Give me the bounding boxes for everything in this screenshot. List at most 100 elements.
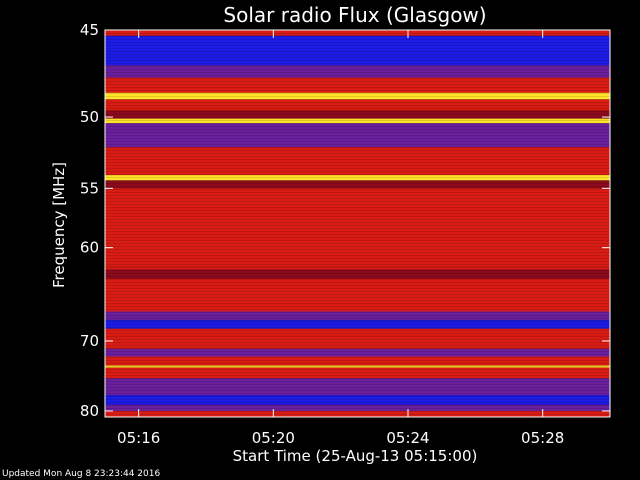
texture-line <box>105 45 610 46</box>
intensity-band <box>105 188 610 267</box>
intensity-band <box>105 367 610 379</box>
texture-line <box>105 198 610 199</box>
intensity-band <box>105 110 610 119</box>
texture-line <box>105 132 610 133</box>
texture-line <box>105 318 610 319</box>
texture-line <box>105 285 610 286</box>
texture-line <box>105 384 610 385</box>
x-tick-label: 05:20 <box>252 429 295 447</box>
texture-line <box>105 93 610 94</box>
y-tick-label: 80 <box>80 402 99 420</box>
texture-line <box>105 378 610 379</box>
texture-line <box>105 117 610 118</box>
texture-line <box>105 216 610 217</box>
intensity-band <box>105 278 610 312</box>
texture-line <box>105 210 610 211</box>
texture-line <box>105 123 610 124</box>
intensity-band <box>105 123 610 148</box>
intensity-band <box>105 356 610 366</box>
texture-line <box>105 102 610 103</box>
texture-line <box>105 231 610 232</box>
intensity-band <box>105 269 610 279</box>
intensity-band <box>105 411 610 417</box>
texture-line <box>105 267 610 268</box>
texture-line <box>105 99 610 100</box>
texture-line <box>105 171 610 172</box>
intensity-bands <box>105 30 610 417</box>
texture-line <box>105 84 610 85</box>
x-tick-label: 05:16 <box>117 429 160 447</box>
texture-line <box>105 399 610 400</box>
intensity-band <box>105 378 610 396</box>
plot-frame <box>104 29 611 418</box>
texture-line <box>105 354 610 355</box>
texture-line <box>105 381 610 382</box>
texture-line <box>105 69 610 70</box>
texture-line <box>105 357 610 358</box>
texture-line <box>105 81 610 82</box>
texture-line <box>105 60 610 61</box>
texture-line <box>105 114 610 115</box>
intensity-band <box>105 118 610 124</box>
texture-line <box>105 39 610 40</box>
texture-line <box>105 189 610 190</box>
texture-line <box>105 339 610 340</box>
texture-line <box>105 42 610 43</box>
x-tick-labels: 05:16 05:20 05:24 05:28 <box>117 429 564 447</box>
texture-line <box>105 177 610 178</box>
texture-line <box>105 183 610 184</box>
intensity-band <box>105 320 610 329</box>
texture-line <box>105 72 610 73</box>
texture-line <box>105 195 610 196</box>
intensity-band <box>105 99 610 111</box>
texture-line <box>105 159 610 160</box>
texture-line <box>105 120 610 121</box>
texture-line <box>105 279 610 280</box>
texture-line <box>105 111 610 112</box>
texture-line <box>105 87 610 88</box>
texture-line <box>105 168 610 169</box>
y-tick-label: 50 <box>80 108 99 126</box>
y-tick-label: 55 <box>80 179 99 197</box>
texture-line <box>105 90 610 91</box>
texture-line <box>105 147 610 148</box>
texture-line <box>105 255 610 256</box>
texture-line <box>105 408 610 409</box>
texture-line <box>105 150 610 151</box>
texture-line <box>105 201 610 202</box>
texture-line <box>105 387 610 388</box>
texture-line <box>105 126 610 127</box>
texture-line <box>105 138 610 139</box>
chart-title: Solar radio Flux (Glasgow) <box>223 3 486 27</box>
texture-line <box>105 375 610 376</box>
texture-line <box>105 396 610 397</box>
texture-line <box>105 135 610 136</box>
texture-line <box>105 207 610 208</box>
texture-line <box>105 213 610 214</box>
texture-line <box>105 36 610 37</box>
texture-line <box>105 360 610 361</box>
texture-line <box>105 276 610 277</box>
texture-line <box>105 312 610 313</box>
texture-line <box>105 249 610 250</box>
texture-line <box>105 393 610 394</box>
texture-line <box>105 57 610 58</box>
texture-line <box>105 108 610 109</box>
texture-line <box>105 162 610 163</box>
intensity-band <box>105 365 610 368</box>
texture-line <box>105 333 610 334</box>
texture-line <box>105 414 610 415</box>
texture-line <box>105 192 610 193</box>
texture-line <box>105 303 610 304</box>
texture-line <box>105 342 610 343</box>
texture-line <box>105 129 610 130</box>
intensity-band <box>105 65 610 78</box>
texture-line <box>105 291 610 292</box>
texture-line <box>105 219 610 220</box>
texture-line <box>105 294 610 295</box>
texture-line <box>105 402 610 403</box>
y-tick-labels: 45 50 55 60 70 80 <box>80 21 99 420</box>
y-axis-label: Frequency [MHz] <box>50 162 68 288</box>
intensity-band <box>105 311 610 321</box>
texture-line <box>105 165 610 166</box>
